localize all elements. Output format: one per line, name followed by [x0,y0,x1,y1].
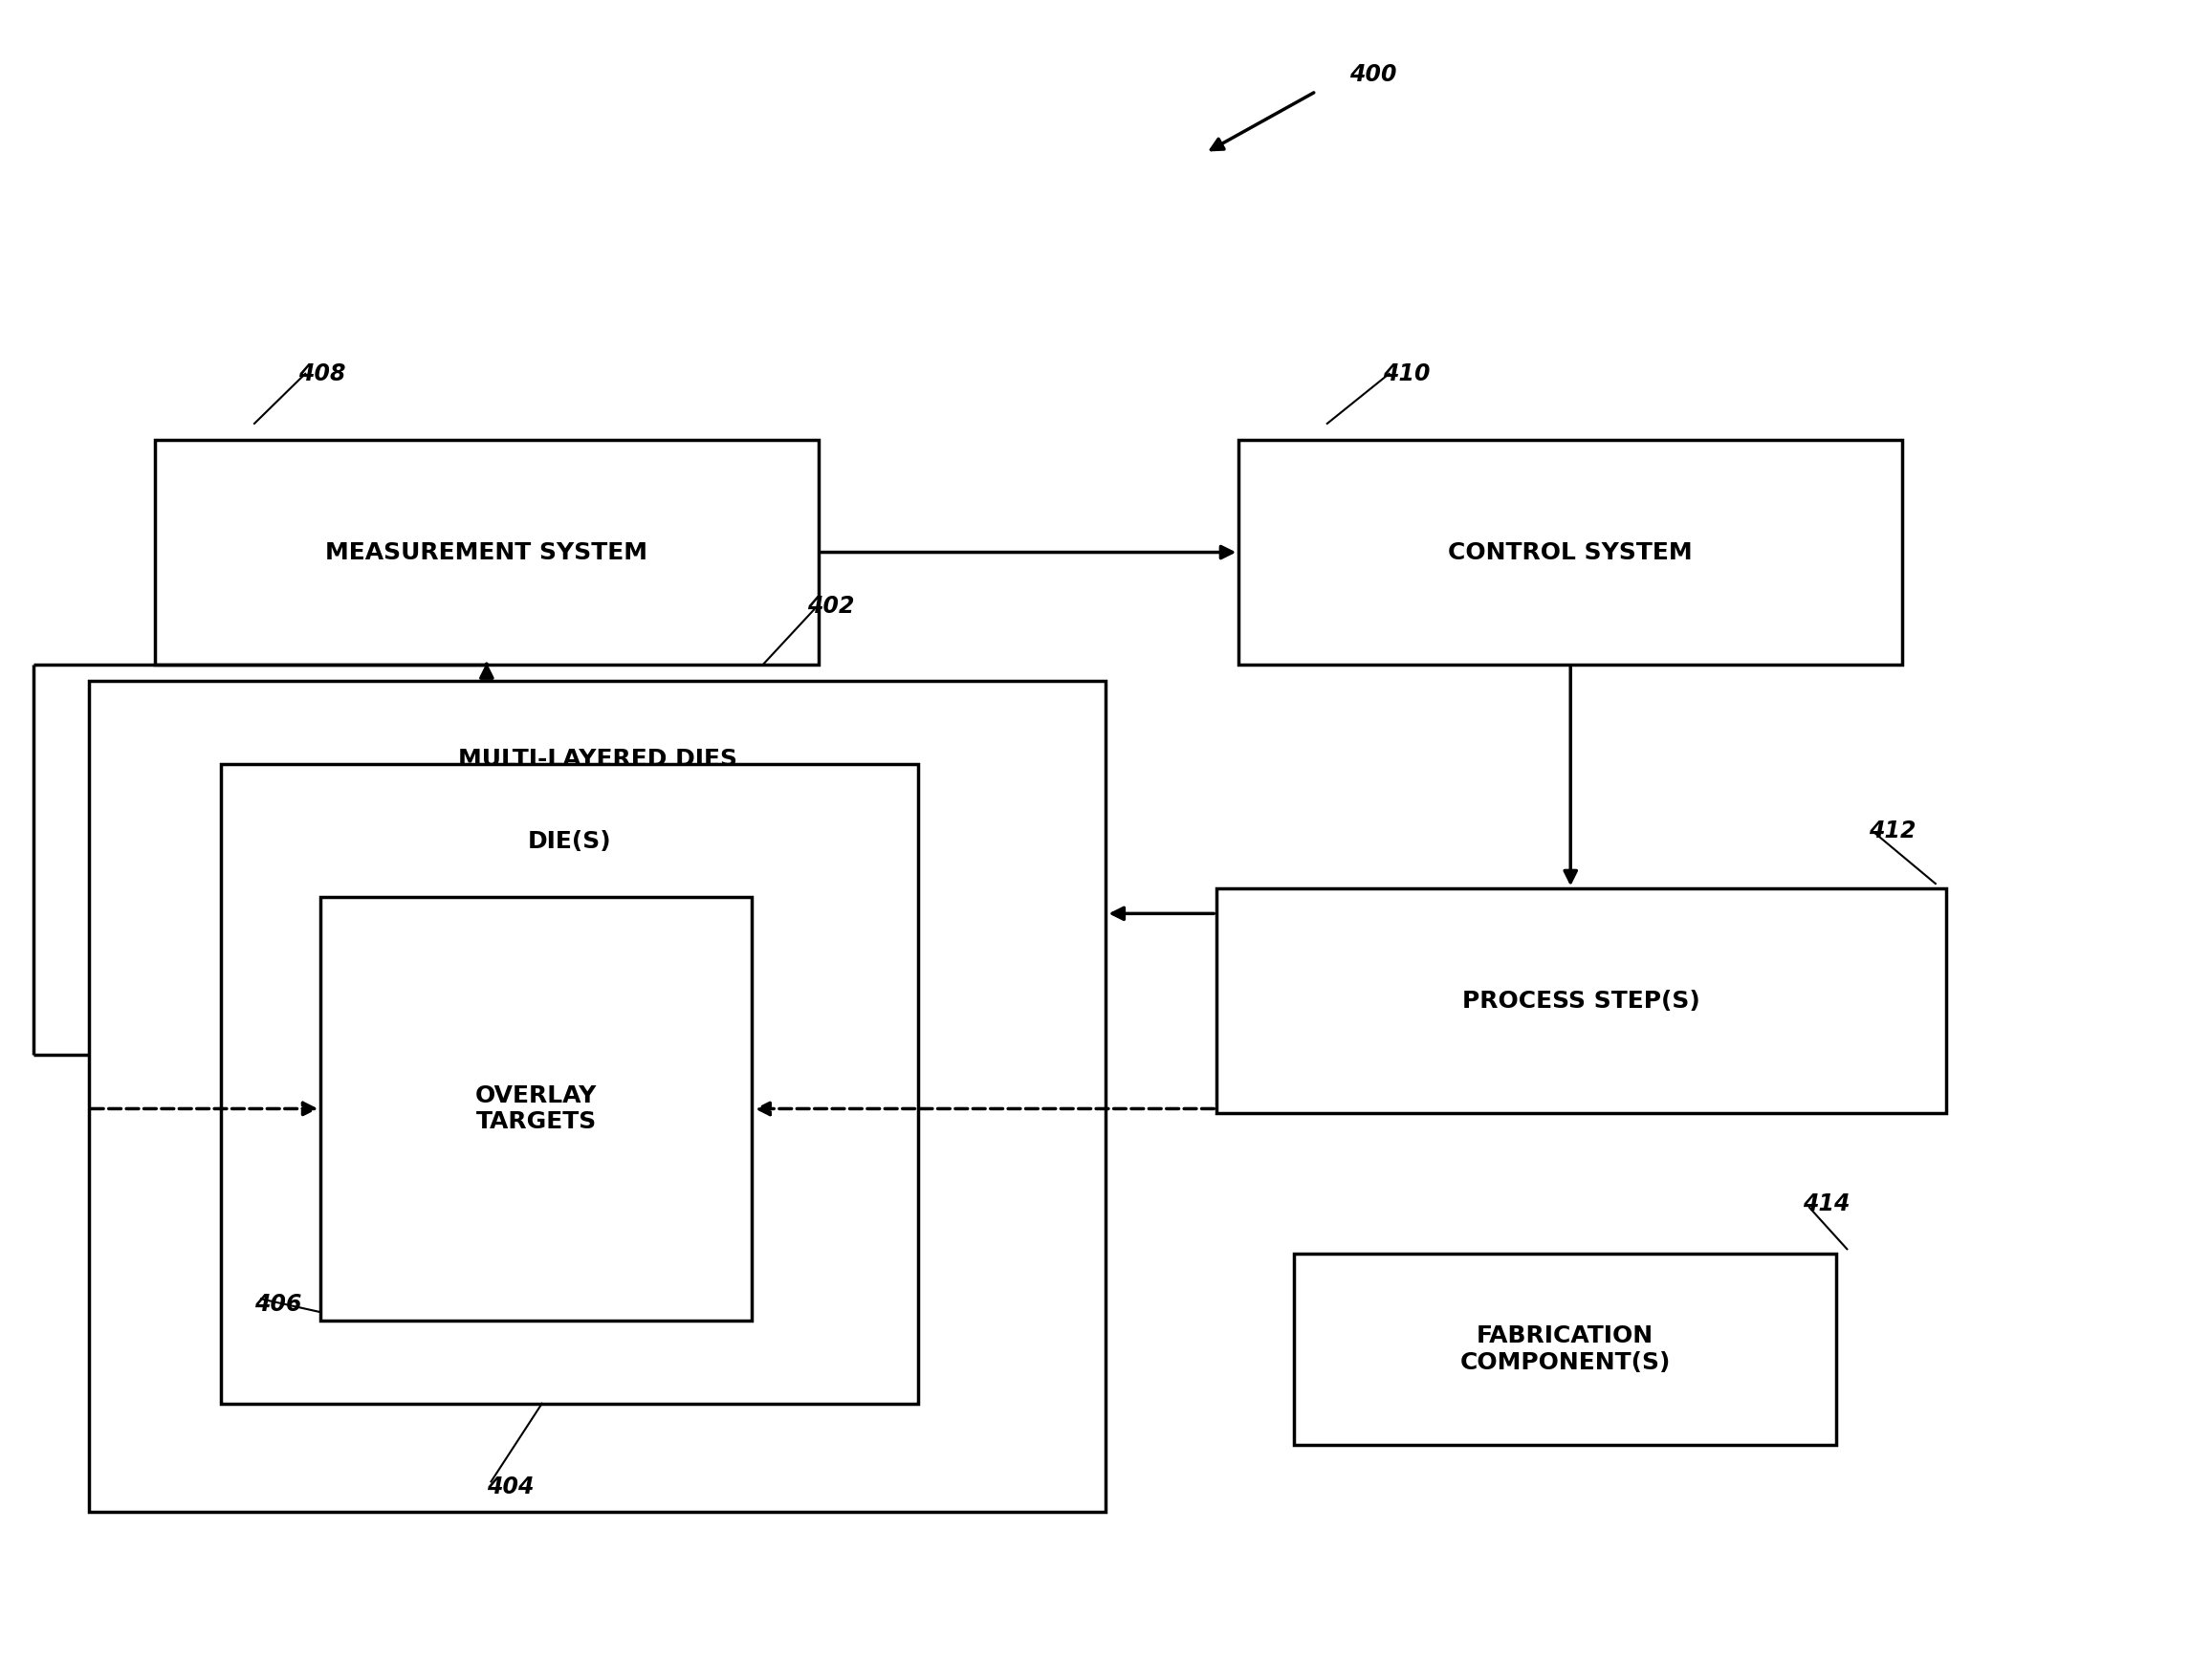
Text: CONTROL SYSTEM: CONTROL SYSTEM [1449,541,1692,563]
Text: 402: 402 [807,595,854,618]
Bar [321,897,752,1320]
Text: 412: 412 [1869,819,1916,842]
Text: FABRICATION
COMPONENT(S): FABRICATION COMPONENT(S) [1460,1325,1670,1374]
Text: 406: 406 [254,1292,301,1316]
Text: MEASUREMENT SYSTEM: MEASUREMENT SYSTEM [325,541,648,563]
Text: 400: 400 [1349,63,1396,86]
Bar [155,440,818,664]
Bar [1217,889,1947,1113]
Text: OVERLAY
TARGETS: OVERLAY TARGETS [476,1085,597,1133]
Text: PROCESS STEP(S): PROCESS STEP(S) [1462,990,1701,1012]
Text: 408: 408 [299,362,345,385]
Text: 410: 410 [1382,362,1429,385]
Bar [221,764,918,1404]
Text: 404: 404 [487,1475,533,1498]
Text: 414: 414 [1803,1193,1849,1216]
Bar [88,681,1106,1512]
Bar [1239,440,1902,664]
Text: MULTI-LAYERED DIES: MULTI-LAYERED DIES [458,747,737,771]
Text: DIE(S): DIE(S) [529,830,611,854]
Bar [1294,1254,1836,1445]
